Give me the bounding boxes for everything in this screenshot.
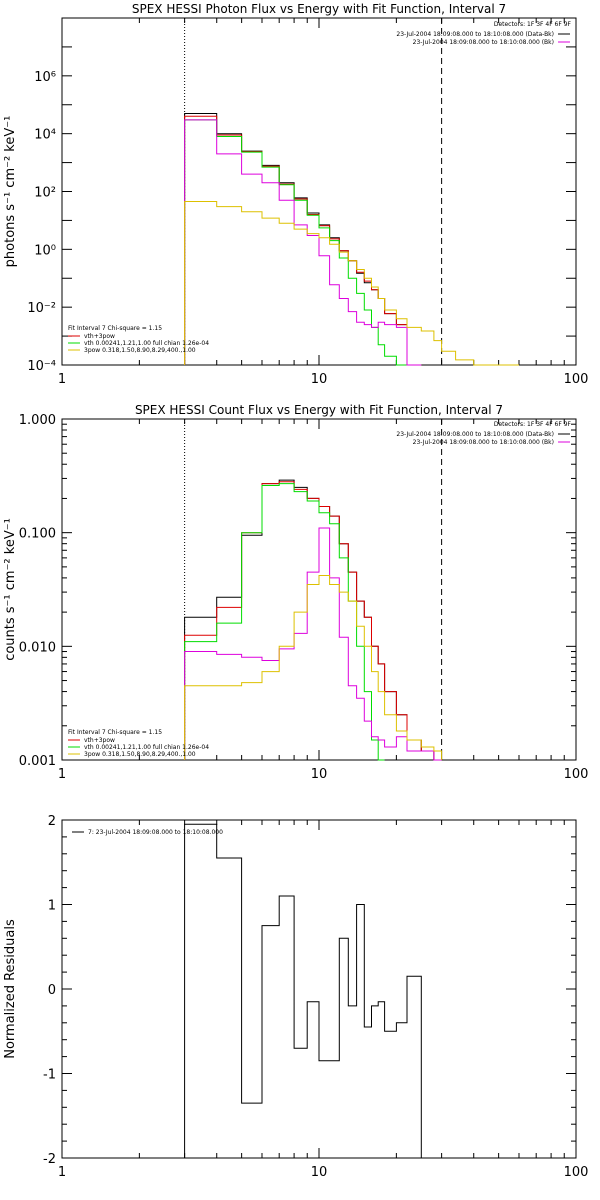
y-axis-label: Normalized Residuals (3, 919, 18, 1059)
y-tick-label: -2 (43, 1152, 56, 1167)
series-line-4 (184, 119, 422, 366)
series-line-2 (184, 481, 442, 761)
x-tick-label: 1 (58, 1165, 66, 1180)
y-axis-label: photons s⁻¹ cm⁻² keV⁻¹ (3, 116, 18, 268)
y-tick-label: 10⁻² (27, 301, 56, 316)
series-line-5 (184, 201, 519, 366)
legend-entry: vth+3pow (84, 737, 115, 744)
y-tick-label: 0.010 (19, 640, 56, 655)
y-tick-label: 1 (48, 899, 56, 914)
x-tick-label: 10 (311, 372, 328, 387)
series-line-1 (184, 113, 422, 366)
y-tick-label: 10² (34, 186, 56, 201)
legend-entry: 7: 23-Jul-2004 18:09:08.000 to 18:10:08.… (88, 829, 223, 836)
plot-frame (61, 17, 577, 366)
y-tick-label: 0 (48, 983, 56, 998)
series-line-5 (184, 575, 443, 760)
legend-entry: 3pow 0.318,1.50,8.90,8.29,400.,1.00 (84, 347, 196, 354)
y-tick-label: 10⁰ (34, 243, 56, 258)
legend-detectors: Detectors: 1F 3F 4F 6F 9F (494, 421, 572, 428)
x-tick-label: 10 (311, 1165, 328, 1180)
plot-frame (61, 418, 577, 761)
y-tick-label: -1 (43, 1068, 56, 1083)
y-tick-label: 1.000 (19, 413, 56, 428)
legend-entry: 23-Jul-2004 18:09:08.000 to 18:10:08.000… (413, 439, 554, 446)
series-line-3 (184, 119, 407, 366)
series-line-1 (184, 823, 422, 1158)
y-tick-label: 0.001 (19, 754, 56, 769)
legend-entry: vth+3pow (84, 333, 115, 340)
y-axis-label: counts s⁻¹ cm⁻² keV⁻¹ (3, 518, 18, 661)
y-tick-label: 10⁶ (34, 70, 56, 85)
series-line-4 (184, 527, 442, 761)
y-tick-label: 10⁻⁴ (27, 359, 56, 374)
legend-entry: 23-Jul-2004 18:09:08.000 to 18:10:08.000… (396, 31, 554, 38)
x-tick-label: 100 (564, 1165, 589, 1180)
y-tick-label: 0.100 (19, 527, 56, 542)
x-tick-label: 100 (564, 372, 589, 387)
legend-entry: vth 0.00241,1.21,1.00 full chian 1.26e-0… (84, 340, 209, 347)
legend-entry: vth 0.00241,1.21,1.00 full chian 1.26e-0… (84, 744, 209, 751)
chart-title: SPEX HESSI Photon Flux vs Energy with Fi… (132, 2, 506, 16)
y-tick-label: 10⁴ (34, 128, 56, 143)
legend-fit-title: Fit Interval 7 Chi-square = 1.15 (68, 325, 162, 332)
x-tick-label: 10 (311, 767, 328, 782)
plot-frame (61, 819, 577, 1159)
legend-entry: 23-Jul-2004 18:09:08.000 to 18:10:08.000… (413, 39, 554, 46)
series-line-3 (184, 483, 385, 761)
chart-title: SPEX HESSI Count Flux vs Energy with Fit… (135, 403, 503, 417)
x-tick-label: 1 (58, 767, 66, 782)
x-tick-label: 100 (564, 767, 589, 782)
y-tick-label: 2 (48, 814, 56, 829)
legend-detectors: Detectors: 1F 3F 4F 6F 9F (494, 21, 572, 28)
legend-fit-title: Fit Interval 7 Chi-square = 1.15 (68, 729, 162, 736)
chart-panel-3: 1 10 100 -2 -1 0 1 2 Normalized Residuals 7: 23-J… (3, 814, 588, 1180)
legend-entry: 23-Jul-2004 18:09:08.000 to 18:10:08.000… (396, 431, 554, 438)
chart-panel-1: SPEX HESSI Photon Flux vs Energy with Fi… (3, 2, 588, 387)
legend-entry: 3pow 0.318,1.50,8.90,8.29,400.,1.00 (84, 751, 196, 758)
x-tick-label: 1 (58, 372, 66, 387)
series-line-1 (184, 479, 442, 761)
chart-panel-2: SPEX HESSI Count Flux vs Energy with Fit… (3, 403, 588, 782)
